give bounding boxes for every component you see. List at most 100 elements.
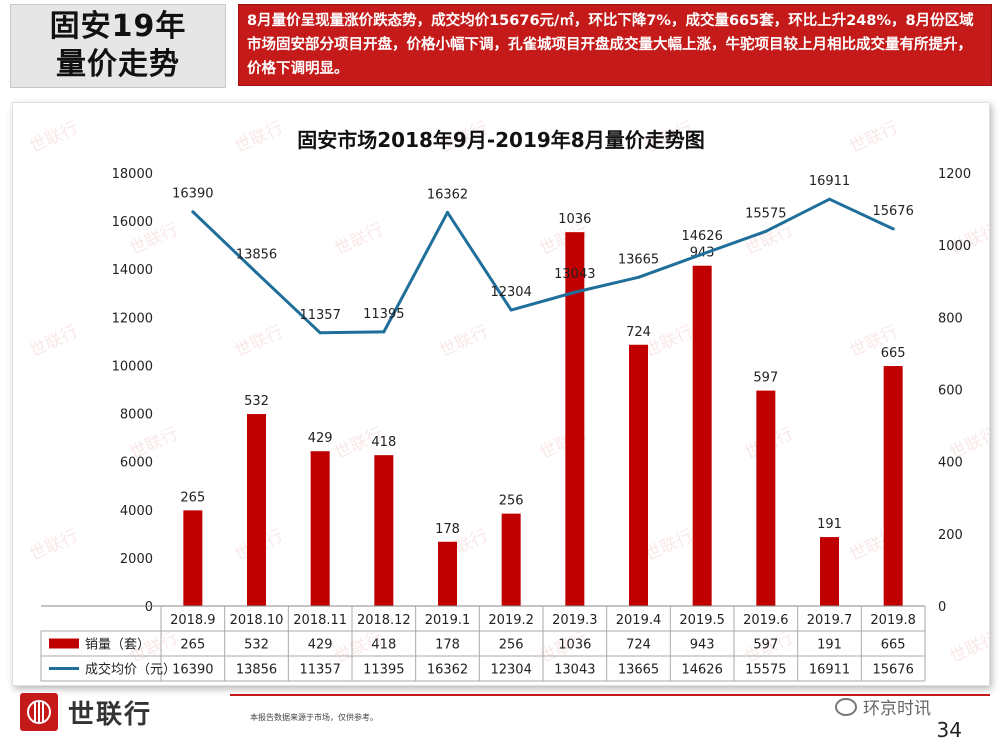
bar-sales-2019.7	[820, 537, 839, 606]
footer-divider	[230, 694, 990, 696]
wechat-watermark: 环京时讯	[835, 694, 931, 719]
table-cell: 14626	[681, 663, 722, 678]
table-cell: 15676	[872, 663, 913, 678]
bar-sales-2019.3	[565, 232, 585, 606]
y-left-tick-label: 6000	[120, 456, 153, 471]
y-left-tick-label: 0	[145, 600, 153, 615]
watermark-text: 世联行	[947, 628, 989, 668]
header: 固安19年 量价走势 8月量价呈现量涨价跌态势，成交均价15676元/㎡，环比下…	[0, 0, 1000, 95]
table-cell: 12304	[490, 663, 531, 678]
line-point-2018.10	[255, 271, 258, 275]
line-data-label: 15676	[872, 204, 913, 219]
table-cell: 532	[244, 638, 269, 653]
watermark-text: 世联行	[437, 322, 492, 362]
bar-data-label: 265	[180, 490, 205, 505]
watermark-text: 世联行	[27, 526, 82, 566]
slide-title-line1: 固安19年	[49, 9, 187, 44]
table-cell: 16390	[172, 663, 213, 678]
chart-panel: 世联行 世联行 世联行 世联行 世联行 世联行 世联行 世联行 世联行 世联行 世联行 世联行 世联行世…	[12, 102, 990, 686]
wechat-icon	[835, 697, 857, 716]
y-left-tick-label: 16000	[112, 215, 153, 230]
bar-sales-2018.10	[247, 414, 266, 606]
x-tick-label: 2018.9	[170, 613, 216, 628]
watermark-text: 世联行	[742, 220, 797, 260]
table-cell: 1036	[558, 638, 591, 653]
line-data-label: 16911	[809, 174, 850, 189]
bar-data-label: 1036	[558, 212, 591, 227]
line-data-label: 16362	[427, 187, 468, 202]
bar-sales-2018.9	[183, 510, 203, 606]
legend-label: 成交均价（元）	[85, 662, 176, 678]
x-tick-label: 2018.11	[293, 613, 347, 628]
table-cell: 724	[626, 638, 651, 653]
footer-disclaimer: 本报告数据来源于市场，仅供参考。	[250, 713, 378, 722]
line-point-2019.4	[637, 275, 640, 279]
table-cell: 429	[308, 638, 333, 653]
brand-name: 世联行	[68, 699, 153, 730]
wechat-account-name: 环京时讯	[863, 699, 931, 719]
table-cell: 665	[881, 638, 906, 653]
bar-data-label: 724	[626, 325, 651, 340]
line-data-label: 13043	[554, 267, 595, 282]
line-data-label: 14626	[681, 229, 722, 244]
bar-data-label: 191	[817, 517, 842, 532]
bar-sales-2019.2	[501, 513, 521, 606]
x-tick-label: 2019.7	[807, 613, 853, 628]
line-avg-price	[191, 197, 894, 335]
line-point-2019.1	[446, 210, 449, 214]
watermark-text: 世联行	[27, 322, 82, 362]
y-right-tick-label: 200	[938, 528, 963, 543]
y-left-tick-label: 10000	[112, 359, 153, 374]
line-data-label: 11357	[299, 308, 340, 323]
slide-title-box: 固安19年 量价走势	[10, 4, 226, 88]
bar-data-label: 532	[244, 394, 269, 409]
bar-sales-2019.5	[692, 265, 712, 606]
bar-data-label: 418	[371, 435, 396, 450]
summary-text: 8月量价呈现量涨价跌态势，成交均价15676元/㎡，环比下降7%，成交量665套…	[238, 4, 992, 86]
table-cell: 13856	[236, 663, 277, 678]
line-point-2019.6	[764, 229, 768, 233]
table-cell: 11357	[299, 663, 340, 678]
table-cell: 178	[435, 638, 460, 653]
y-left-tick-label: 4000	[120, 504, 153, 519]
table-cell: 256	[499, 638, 524, 653]
line-data-label: 12304	[490, 285, 531, 300]
bar-sales-2019.8	[883, 366, 903, 606]
line-point-2018.11	[318, 331, 322, 335]
x-tick-label: 2019.6	[743, 613, 789, 628]
table-cell: 16911	[809, 663, 850, 678]
y-right-tick-label: 0	[938, 600, 946, 615]
line-data-label: 11395	[363, 307, 404, 322]
page-number: 34	[936, 718, 962, 742]
x-tick-label: 2018.12	[357, 613, 411, 628]
table-cell: 11395	[363, 663, 404, 678]
bar-sales-2018.12	[374, 455, 394, 606]
bar-data-label: 665	[881, 346, 906, 361]
watermark-text: 世联行	[332, 220, 387, 260]
chart-svg: 世联行 世联行 世联行 世联行 世联行世联行 世联行 世联行 世联行 世联行世联行 世联行 世联行世…	[27, 118, 989, 682]
brand-logo: 世联行	[20, 690, 152, 734]
y-right-tick-label: 800	[938, 311, 963, 326]
table-cell: 13043	[554, 663, 595, 678]
y-right-tick-label: 1200	[938, 167, 971, 182]
line-point-2019.7	[828, 197, 831, 201]
line-point-2018.9	[191, 210, 195, 214]
watermark-text: 世联行	[232, 322, 287, 362]
bar-data-label: 256	[499, 494, 524, 509]
table-cell: 265	[180, 638, 205, 653]
y-right-tick-label: 600	[938, 384, 963, 399]
table-cell: 16362	[427, 663, 468, 678]
legend-label: 销量（套）	[85, 637, 150, 653]
line-point-2019.3	[573, 290, 577, 294]
slide-title-line2: 量价走势	[56, 47, 180, 82]
watermark-text: 世联行	[27, 118, 82, 158]
table-cell: 943	[690, 638, 715, 653]
bar-data-label: 178	[435, 522, 460, 537]
line-point-2019.5	[700, 252, 704, 256]
line-data-label: 15575	[745, 206, 786, 221]
x-tick-label: 2019.4	[616, 613, 662, 628]
table-cell: 597	[753, 638, 778, 653]
line-point-2019.2	[509, 308, 513, 312]
x-tick-label: 2019.2	[488, 613, 534, 628]
logo-icon	[20, 693, 58, 731]
